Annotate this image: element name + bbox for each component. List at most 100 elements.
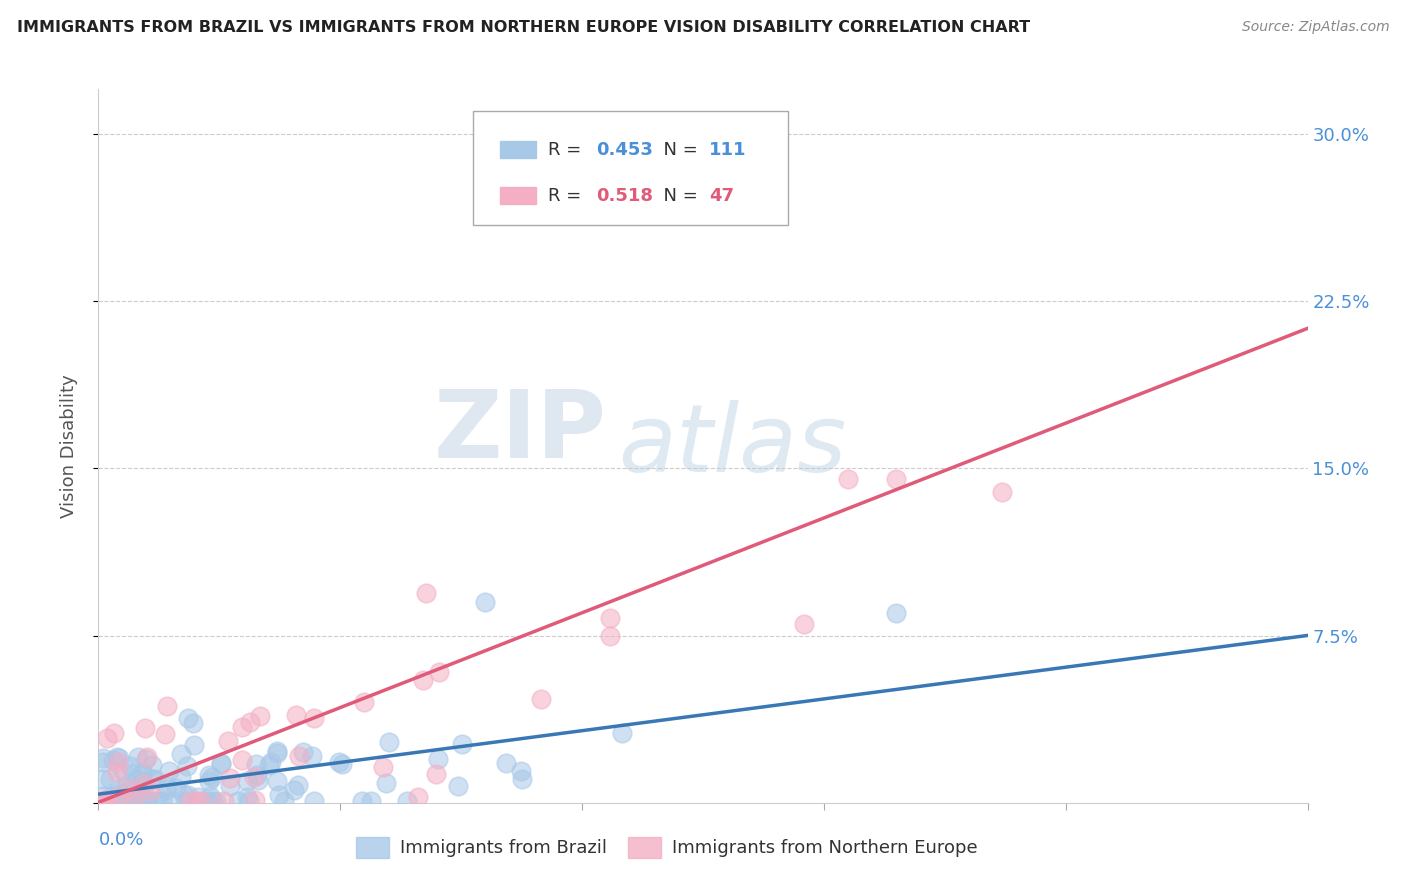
Point	[530, 691, 553, 706]
FancyBboxPatch shape	[501, 187, 536, 204]
Point	[157, 764, 180, 779]
Point	[155, 727, 177, 741]
Point	[132, 785, 155, 799]
Point	[176, 759, 198, 773]
Point	[131, 766, 153, 780]
Point	[107, 789, 129, 804]
Point	[173, 788, 195, 802]
Point	[212, 794, 235, 808]
Point	[266, 746, 288, 760]
Y-axis label: Vision Disability: Vision Disability	[59, 374, 77, 518]
Point	[187, 789, 209, 804]
Point	[103, 753, 125, 767]
Point	[238, 715, 260, 730]
Point	[509, 764, 531, 778]
Point	[426, 752, 449, 766]
Point	[136, 794, 159, 808]
Point	[103, 794, 125, 808]
Text: N =: N =	[652, 141, 704, 159]
Point	[371, 760, 394, 774]
FancyBboxPatch shape	[501, 141, 536, 158]
Point	[352, 794, 374, 808]
Point	[117, 782, 139, 797]
Point	[107, 755, 129, 769]
Point	[425, 767, 447, 781]
Point	[114, 794, 136, 808]
Point	[495, 756, 517, 770]
Point	[209, 756, 232, 770]
Point	[283, 783, 305, 797]
Point	[304, 710, 326, 724]
Point	[406, 789, 429, 804]
Point	[91, 794, 114, 808]
Point	[740, 194, 762, 208]
Point	[132, 765, 155, 780]
Point	[91, 794, 114, 808]
Text: atlas: atlas	[619, 401, 846, 491]
Point	[209, 756, 232, 771]
Point	[132, 794, 155, 808]
Point	[93, 789, 115, 803]
Point	[415, 586, 437, 600]
Point	[243, 770, 266, 784]
Point	[886, 607, 908, 621]
Point	[612, 726, 634, 740]
Point	[165, 780, 187, 795]
Point	[200, 770, 222, 784]
Point	[837, 473, 859, 487]
Point	[395, 794, 418, 808]
Point	[103, 794, 125, 808]
Point	[231, 720, 253, 734]
Point	[285, 708, 308, 723]
Point	[328, 756, 350, 770]
Point	[287, 778, 309, 792]
Point	[177, 711, 200, 725]
Text: R =: R =	[548, 141, 588, 159]
Point	[474, 595, 496, 609]
Text: 47: 47	[709, 186, 734, 204]
Point	[135, 794, 157, 808]
Point	[111, 794, 134, 808]
Point	[181, 715, 204, 730]
Point	[96, 794, 118, 808]
Text: IMMIGRANTS FROM BRAZIL VS IMMIGRANTS FROM NORTHERN EUROPE VISION DISABILITY CORR: IMMIGRANTS FROM BRAZIL VS IMMIGRANTS FRO…	[17, 20, 1031, 35]
Point	[134, 777, 156, 791]
Point	[793, 617, 815, 632]
Point	[155, 782, 177, 797]
Point	[127, 750, 149, 764]
Point	[260, 756, 283, 770]
Point	[128, 794, 150, 808]
Point	[179, 794, 201, 808]
Point	[150, 794, 173, 808]
Point	[599, 629, 621, 643]
Point	[219, 771, 242, 785]
Point	[96, 731, 118, 746]
Point	[122, 794, 145, 808]
Point	[599, 611, 621, 625]
Point	[190, 794, 212, 808]
Point	[287, 748, 309, 763]
Point	[129, 794, 152, 808]
Point	[156, 780, 179, 794]
Point	[177, 789, 200, 803]
Point	[135, 752, 157, 766]
Point	[114, 785, 136, 799]
Point	[114, 792, 136, 806]
Point	[101, 789, 124, 804]
Point	[135, 749, 157, 764]
Text: 111: 111	[709, 141, 747, 159]
Point	[174, 794, 197, 808]
Point	[117, 778, 139, 792]
Legend: Immigrants from Brazil, Immigrants from Northern Europe: Immigrants from Brazil, Immigrants from …	[349, 830, 984, 865]
Text: 0.453: 0.453	[596, 141, 654, 159]
Point	[427, 665, 450, 680]
Point	[375, 775, 398, 789]
Point	[112, 764, 135, 779]
Point	[143, 772, 166, 787]
Point	[118, 759, 141, 773]
Point	[197, 768, 219, 782]
Point	[111, 794, 134, 808]
Point	[110, 794, 132, 808]
Point	[100, 794, 122, 808]
Point	[236, 790, 259, 805]
